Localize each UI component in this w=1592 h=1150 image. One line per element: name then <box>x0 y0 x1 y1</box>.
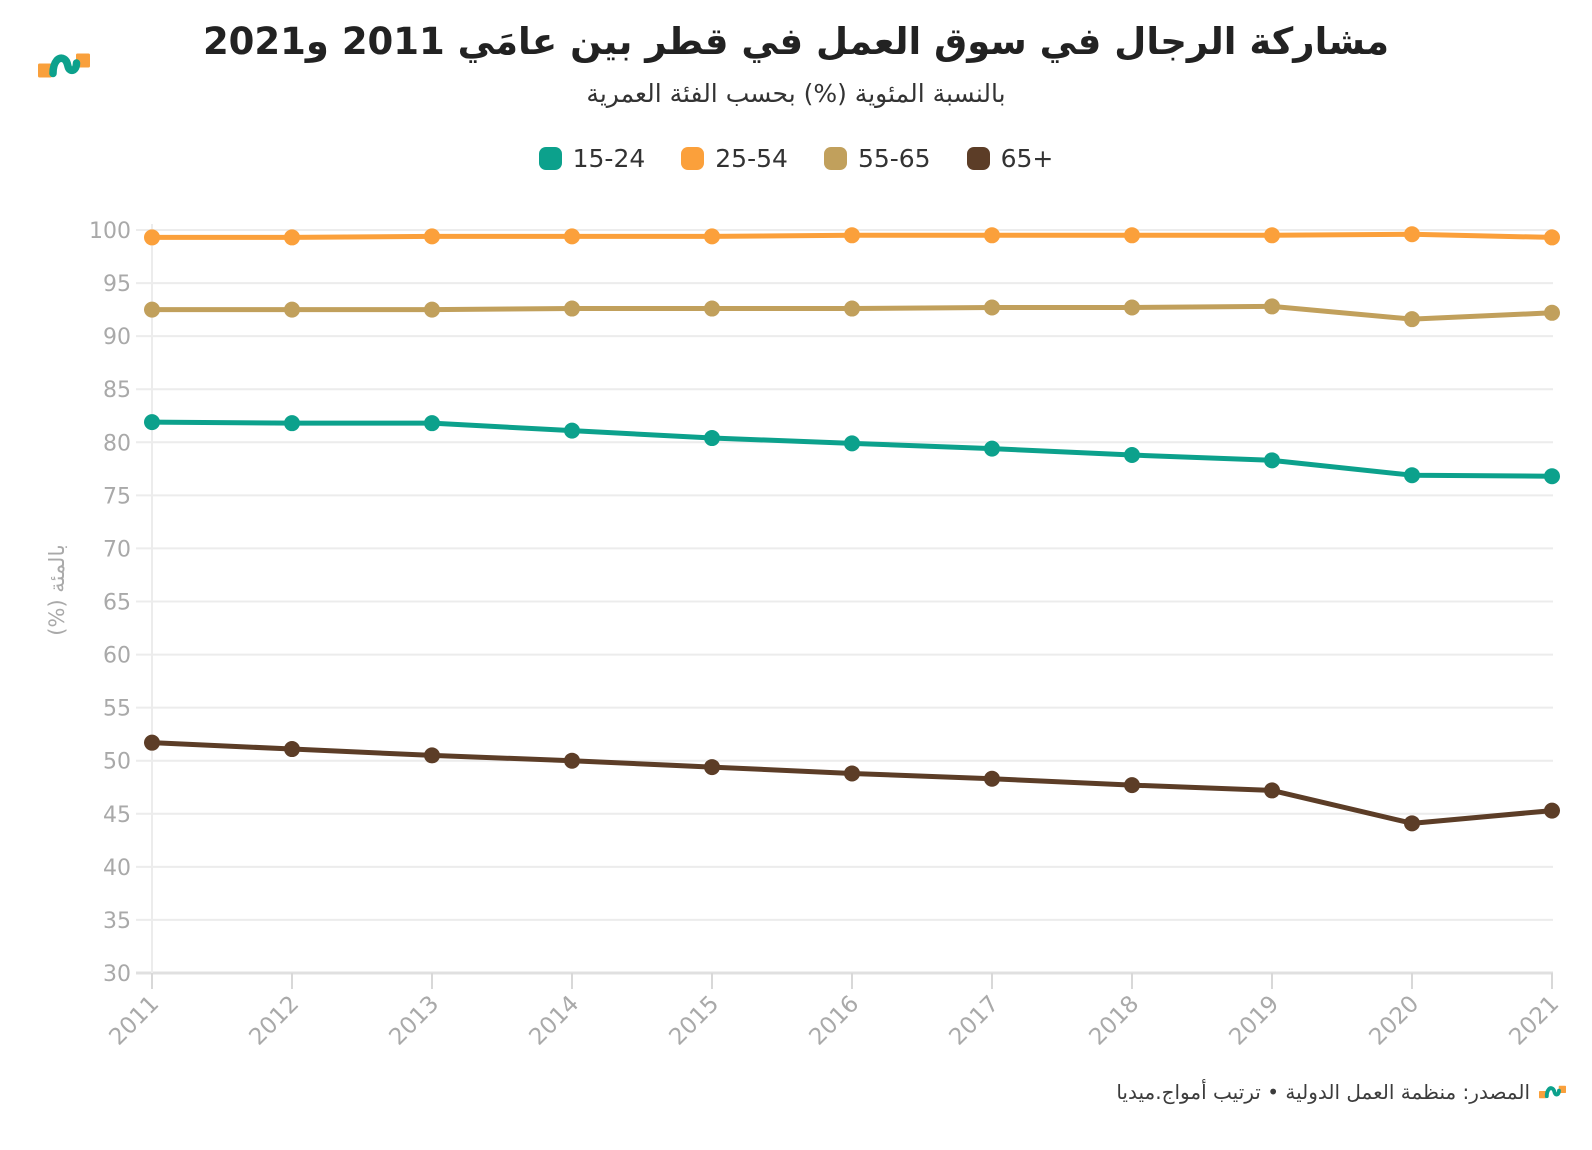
amwaj-logo-small-mark <box>1539 1085 1566 1099</box>
x-tick-label-2016: 2016 <box>804 991 864 1051</box>
data-point-25-54-2019[interactable] <box>1264 227 1280 244</box>
x-tick-label-2021: 2021 <box>1504 991 1564 1051</box>
amwaj-logo-small <box>1539 1085 1566 1099</box>
data-point-55-65-2021[interactable] <box>1544 304 1560 321</box>
y-tick-label-55: 55 <box>103 697 131 722</box>
x-tick-label-2013: 2013 <box>384 991 444 1051</box>
y-tick-label-100: 100 <box>89 219 131 244</box>
y-tick-label-40: 40 <box>103 856 131 881</box>
data-point-55-65-2020[interactable] <box>1404 311 1420 328</box>
data-point-25-54-2020[interactable] <box>1404 226 1420 243</box>
legend-swatch-25-54 <box>681 147 705 170</box>
y-tick-label-70: 70 <box>103 537 131 562</box>
data-point-65+-2015[interactable] <box>704 759 720 776</box>
x-tick-label-2012: 2012 <box>244 991 304 1051</box>
legend-label: 65+ <box>1000 144 1054 173</box>
y-tick-label-90: 90 <box>103 325 131 350</box>
y-tick-label-95: 95 <box>103 272 131 297</box>
data-point-15-24-2011[interactable] <box>144 414 160 431</box>
y-tick-label-80: 80 <box>103 431 131 456</box>
logo-wave-icon <box>1544 1086 1561 1099</box>
data-point-25-54-2014[interactable] <box>564 228 580 245</box>
legend-swatch-15-24 <box>538 147 562 170</box>
logo-orange-square-left <box>1539 1090 1547 1099</box>
data-point-55-65-2018[interactable] <box>1124 299 1140 316</box>
data-point-15-24-2017[interactable] <box>984 440 1000 457</box>
data-point-65+-2014[interactable] <box>564 752 580 769</box>
legend-item-55-65[interactable]: 55-65 <box>823 144 931 173</box>
y-axis-title: بالمئة (%) <box>45 544 69 636</box>
data-point-55-65-2013[interactable] <box>424 301 440 318</box>
data-point-25-54-2017[interactable] <box>984 227 1000 244</box>
legend: 15-24 25-54 55-65 65+ <box>0 144 1592 173</box>
y-tick-label-75: 75 <box>103 484 131 509</box>
data-point-15-24-2012[interactable] <box>284 415 300 432</box>
data-point-15-24-2018[interactable] <box>1124 447 1140 464</box>
logo-orange-square-left <box>38 63 52 78</box>
logo-wave-icon <box>49 54 81 78</box>
legend-label: 25-54 <box>715 144 788 173</box>
data-point-15-24-2016[interactable] <box>844 435 860 452</box>
data-point-25-54-2013[interactable] <box>424 228 440 245</box>
y-tick-label-30: 30 <box>103 962 131 987</box>
line-series-65+ <box>149 740 1555 826</box>
data-point-55-65-2017[interactable] <box>984 299 1000 316</box>
amwaj-logo <box>38 52 90 83</box>
data-point-15-24-2013[interactable] <box>424 415 440 432</box>
data-point-55-65-2011[interactable] <box>144 301 160 318</box>
data-point-15-24-2020[interactable] <box>1404 467 1420 484</box>
x-tick-label-2011: 2011 <box>104 991 164 1051</box>
data-point-25-54-2021[interactable] <box>1544 229 1560 246</box>
x-tick-label-2014: 2014 <box>524 991 584 1051</box>
data-point-25-54-2015[interactable] <box>704 228 720 245</box>
legend-label: 15-24 <box>572 144 646 173</box>
chart-title: مشاركة الرجال في سوق العمل في قطر بين عا… <box>202 20 1390 63</box>
y-tick-label-35: 35 <box>103 909 131 934</box>
data-point-15-24-2021[interactable] <box>1544 468 1560 485</box>
data-point-65+-2013[interactable] <box>424 747 440 764</box>
amwaj-logo-mark <box>38 53 90 78</box>
data-point-55-65-2014[interactable] <box>564 300 580 317</box>
data-point-65+-2021[interactable] <box>1544 802 1560 819</box>
y-tick-label-50: 50 <box>103 750 131 775</box>
y-tick-label-85: 85 <box>103 378 131 403</box>
data-point-25-54-2018[interactable] <box>1124 227 1140 244</box>
data-point-55-65-2015[interactable] <box>704 300 720 317</box>
data-point-55-65-2012[interactable] <box>284 301 300 318</box>
data-point-15-24-2015[interactable] <box>704 430 720 447</box>
data-point-65+-2011[interactable] <box>144 734 160 751</box>
x-tick-label-2019: 2019 <box>1224 991 1284 1051</box>
chart-subtitle: بالنسبة المئوية (%) بحسب الفئة العمرية <box>586 79 1006 108</box>
legend-item-25-54[interactable]: 25-54 <box>681 144 788 173</box>
data-point-65+-2012[interactable] <box>284 741 300 758</box>
x-tick-label-2015: 2015 <box>664 991 724 1051</box>
legend-item-15-24[interactable]: 15-24 <box>538 144 646 173</box>
data-point-65+-2020[interactable] <box>1404 815 1420 832</box>
data-point-65+-2018[interactable] <box>1124 777 1140 794</box>
data-point-65+-2017[interactable] <box>984 770 1000 787</box>
legend-label: 55-65 <box>857 144 931 173</box>
legend-swatch-65+ <box>966 147 990 170</box>
data-point-55-65-2019[interactable] <box>1264 298 1280 315</box>
source-text: المصدر: منظمة العمل الدولية • ترتيب أموا… <box>1116 1080 1530 1104</box>
source-note: المصدر: منظمة العمل الدولية • ترتيب أموا… <box>1116 1080 1566 1104</box>
legend-item-65+[interactable]: 65+ <box>966 144 1054 173</box>
x-tick-label-2017: 2017 <box>944 991 1004 1051</box>
data-point-25-54-2012[interactable] <box>284 229 300 246</box>
data-point-65+-2019[interactable] <box>1264 782 1280 799</box>
x-tick-label-2018: 2018 <box>1084 991 1144 1051</box>
data-point-25-54-2011[interactable] <box>144 229 160 246</box>
y-tick-label-45: 45 <box>103 803 131 828</box>
y-tick-label-65: 65 <box>103 591 131 616</box>
data-point-25-54-2016[interactable] <box>844 227 860 244</box>
y-tick-label-60: 60 <box>103 644 131 669</box>
legend-swatch-55-65 <box>823 147 847 170</box>
data-point-15-24-2014[interactable] <box>564 422 580 439</box>
x-tick-label-2020: 2020 <box>1364 991 1424 1051</box>
data-point-15-24-2019[interactable] <box>1264 452 1280 469</box>
data-point-55-65-2016[interactable] <box>844 300 860 317</box>
data-point-65+-2016[interactable] <box>844 765 860 782</box>
